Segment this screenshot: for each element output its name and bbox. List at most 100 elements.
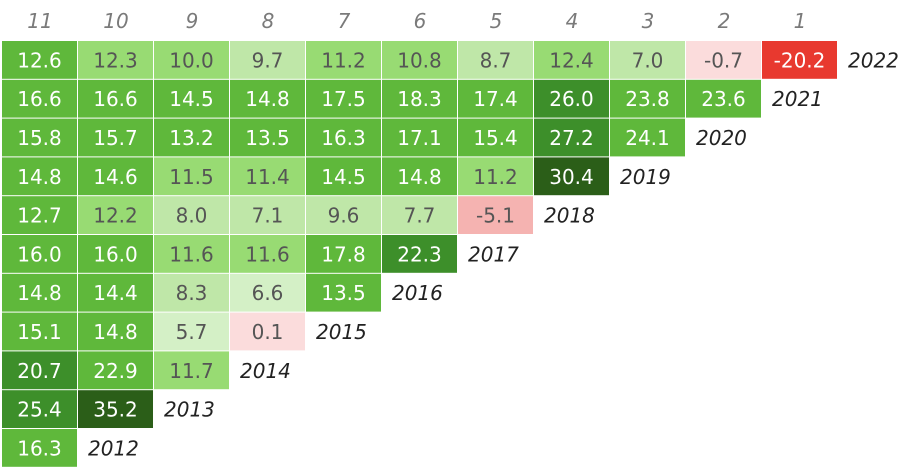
column-header-7: 7 bbox=[338, 9, 351, 33]
heatmap-cell bbox=[534, 118, 609, 157]
row-year-label-2022: 2022 bbox=[848, 48, 899, 72]
cell-value-label: 10.0 bbox=[169, 48, 214, 72]
cell-value-label: 17.1 bbox=[397, 126, 442, 150]
heatmap-cell bbox=[382, 235, 457, 273]
heatmap-cell bbox=[306, 235, 381, 273]
heatmap-cell bbox=[230, 312, 305, 351]
cell-value-label: 12.2 bbox=[93, 204, 138, 228]
heatmap-cell bbox=[154, 41, 229, 79]
heatmap-cell bbox=[230, 196, 305, 234]
heatmap-cell bbox=[610, 41, 685, 79]
heatmap-cell bbox=[154, 196, 229, 234]
heatmap-cell bbox=[230, 157, 305, 196]
heatmap-cell bbox=[2, 429, 77, 467]
cell-value-label: 8.0 bbox=[176, 204, 208, 228]
cell-value-label: 11.6 bbox=[169, 242, 214, 266]
heatmap-cell bbox=[154, 157, 229, 196]
heatmap-cell bbox=[2, 41, 77, 79]
cell-value-label: 14.5 bbox=[169, 87, 214, 111]
heatmap-cell bbox=[762, 41, 837, 79]
heatmap-cell bbox=[230, 118, 305, 157]
cell-value-label: 11.2 bbox=[473, 165, 518, 189]
heatmap-cell bbox=[458, 41, 533, 79]
cell-value-label: 14.8 bbox=[245, 87, 290, 111]
heatmap-cell bbox=[382, 118, 457, 157]
cell-value-label: 16.0 bbox=[93, 242, 138, 266]
heatmap-cell bbox=[306, 41, 381, 79]
cell-value-label: 15.7 bbox=[93, 126, 138, 150]
heatmap-cell bbox=[154, 118, 229, 157]
column-header-6: 6 bbox=[414, 9, 427, 33]
heatmap-cell bbox=[230, 41, 305, 79]
heatmap-cell bbox=[2, 273, 77, 312]
heatmap-cell bbox=[534, 79, 609, 118]
cell-value-label: 12.7 bbox=[17, 204, 62, 228]
cell-value-label: 8.7 bbox=[480, 48, 512, 72]
cell-value-label: 6.6 bbox=[252, 281, 284, 305]
heatmap-cell bbox=[230, 79, 305, 118]
cell-value-label: 15.1 bbox=[17, 320, 62, 344]
cell-value-label: 13.5 bbox=[321, 281, 366, 305]
heatmap-cell bbox=[78, 273, 153, 312]
cell-value-label: 11.7 bbox=[169, 359, 214, 383]
cell-value-label: 14.5 bbox=[321, 165, 366, 189]
cell-value-label: 24.1 bbox=[625, 126, 670, 150]
heatmap-cell bbox=[154, 235, 229, 273]
heatmap-cell bbox=[78, 41, 153, 79]
row-year-label-2019: 2019 bbox=[620, 165, 671, 189]
heatmap-cell bbox=[2, 235, 77, 273]
heatmap-cell bbox=[458, 157, 533, 196]
cell-value-label: 14.8 bbox=[93, 320, 138, 344]
heatmap-cell bbox=[154, 79, 229, 118]
column-header-9: 9 bbox=[186, 9, 199, 33]
heatmap-cell bbox=[2, 390, 77, 428]
cell-value-label: 23.8 bbox=[625, 87, 670, 111]
heatmap-cell bbox=[382, 79, 457, 118]
column-header-11: 11 bbox=[27, 9, 52, 33]
cell-value-label: 23.6 bbox=[701, 87, 746, 111]
cell-value-label: 11.2 bbox=[321, 48, 366, 72]
heatmap-cell bbox=[306, 196, 381, 234]
heatmap-cell bbox=[306, 79, 381, 118]
cell-value-label: 16.0 bbox=[17, 242, 62, 266]
heatmap-cell bbox=[686, 79, 761, 118]
heatmap-cell bbox=[2, 118, 77, 157]
cell-value-label: 8.3 bbox=[176, 281, 208, 305]
heatmap-cell bbox=[78, 79, 153, 118]
heatmap-cell bbox=[610, 79, 685, 118]
heatmap-cell bbox=[458, 79, 533, 118]
heatmap-cell bbox=[2, 79, 77, 118]
heatmap-cell bbox=[382, 196, 457, 234]
heatmap-cell bbox=[306, 118, 381, 157]
cell-value-label: 7.1 bbox=[252, 204, 284, 228]
cell-value-label: 14.8 bbox=[397, 165, 442, 189]
column-header-1: 1 bbox=[794, 9, 807, 33]
column-header-10: 10 bbox=[103, 9, 128, 33]
heatmap-cell bbox=[78, 118, 153, 157]
cell-value-label: 20.7 bbox=[17, 359, 62, 383]
cell-value-label: 16.6 bbox=[93, 87, 138, 111]
cell-value-label: 9.6 bbox=[328, 204, 360, 228]
heatmap-cell bbox=[382, 157, 457, 196]
cell-value-label: 17.5 bbox=[321, 87, 366, 111]
cell-value-label: 11.5 bbox=[169, 165, 214, 189]
cell-value-label: 13.5 bbox=[245, 126, 290, 150]
row-year-label-2014: 2014 bbox=[240, 359, 291, 383]
cell-value-label: 7.0 bbox=[632, 48, 664, 72]
cell-value-label: 26.0 bbox=[549, 87, 594, 111]
column-header-5: 5 bbox=[490, 9, 503, 33]
cell-value-label: 12.6 bbox=[17, 48, 62, 72]
heatmap-cell bbox=[306, 157, 381, 196]
cell-value-label: 14.8 bbox=[17, 281, 62, 305]
cell-value-label: 7.7 bbox=[404, 204, 436, 228]
cell-value-label: 16.3 bbox=[321, 126, 366, 150]
cell-value-label: 0.1 bbox=[252, 320, 284, 344]
heatmap-cell bbox=[2, 196, 77, 234]
cell-value-label: 14.6 bbox=[93, 165, 138, 189]
cell-value-label: 17.4 bbox=[473, 87, 518, 111]
cell-value-label: -0.7 bbox=[704, 48, 743, 72]
heatmap-cell bbox=[2, 312, 77, 351]
row-year-label-2016: 2016 bbox=[392, 281, 443, 305]
cell-value-label: 25.4 bbox=[17, 398, 62, 422]
